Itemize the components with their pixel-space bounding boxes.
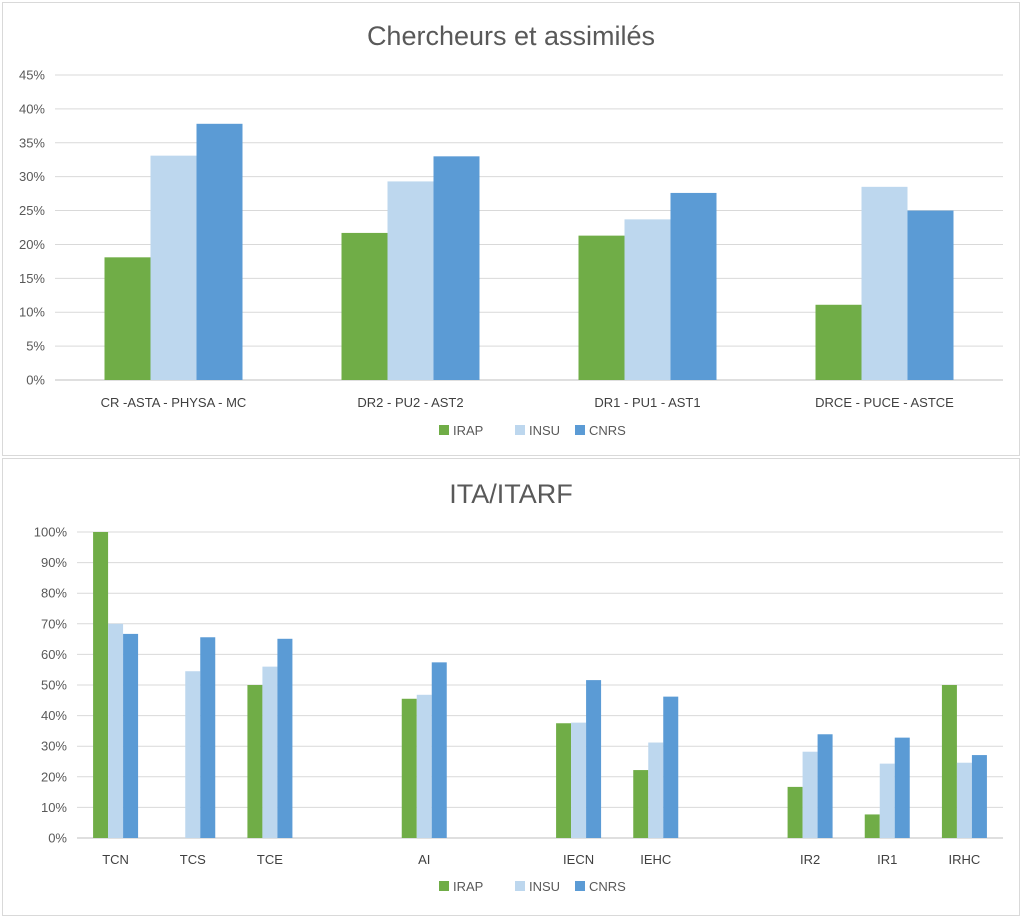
y-tick-label: 30% — [41, 739, 67, 754]
x-category-label: IR2 — [800, 852, 820, 867]
chart-chercheurs: Chercheurs et assimilés 0% 5% 10% 15% 20% 25% 3… — [19, 21, 1003, 438]
bar-cnrs — [196, 123, 243, 381]
bar-insu — [956, 762, 972, 838]
chart-panel-ita: ITA/ITARF 0% 10% 20% 30% 40% 50% 60% 70% 80% 90% 10… — [2, 458, 1020, 916]
legend-label-cnrs: CNRS — [589, 879, 626, 894]
bar-insu — [185, 671, 201, 838]
y-tick-label: 0% — [48, 831, 67, 846]
bar-cnrs — [670, 192, 717, 380]
bar-irap — [104, 257, 151, 380]
y-tick-label: 15% — [19, 271, 45, 286]
y-tick-label: 25% — [19, 203, 45, 218]
y-tick-label: 20% — [41, 769, 67, 784]
x-category-label: TCS — [180, 852, 206, 867]
y-tick-label: 60% — [41, 647, 67, 662]
bar-insu — [802, 751, 818, 838]
legend-swatch-insu — [515, 881, 525, 891]
x-category-label: DR1 - PU1 - AST1 — [594, 395, 700, 410]
legend-swatch-cnrs — [575, 425, 585, 435]
bar-irap — [864, 814, 880, 838]
x-category-label: IR1 — [877, 852, 897, 867]
x-category-label: AI — [418, 852, 430, 867]
bar-cnrs — [277, 638, 293, 838]
y-tick-label: 30% — [19, 169, 45, 184]
legend-label-insu: INSU — [529, 423, 560, 438]
bar-cnrs — [817, 734, 833, 838]
bar-cnrs — [431, 662, 447, 838]
bar-irap — [633, 770, 649, 838]
chart-title: Chercheurs et assimilés — [367, 21, 655, 51]
y-tick-label: 20% — [19, 237, 45, 252]
y-tick-label: 90% — [41, 555, 67, 570]
bar-insu — [262, 666, 278, 838]
bar-insu — [150, 155, 197, 380]
legend-label-irap: IRAP — [453, 423, 483, 438]
y-tick-label: 40% — [19, 101, 45, 116]
bar-irap — [341, 232, 388, 380]
bar-irap — [556, 723, 572, 838]
bar-cnrs — [433, 156, 480, 380]
legend-label-insu: INSU — [529, 879, 560, 894]
y-tick-label: 100% — [34, 525, 68, 540]
x-category-label: IEHC — [640, 852, 671, 867]
bar-cnrs — [663, 696, 679, 838]
chart-title: ITA/ITARF — [449, 479, 573, 509]
bar-irap — [787, 786, 803, 838]
y-tick-label: 10% — [19, 305, 45, 320]
chart-ita-itarf: ITA/ITARF 0% 10% 20% 30% 40% 50% 60% 70% 80% 90% 10… — [34, 479, 1003, 894]
legend-swatch-irap — [439, 881, 449, 891]
x-category-label: CR -ASTA - PHYSA - MC — [101, 395, 247, 410]
bar-cnrs — [907, 210, 954, 380]
y-tick-label: 5% — [26, 339, 45, 354]
legend-label-irap: IRAP — [453, 879, 483, 894]
bar-irap — [93, 532, 109, 838]
bar-irap — [941, 685, 957, 838]
y-tick-label: 45% — [19, 68, 45, 83]
x-category-label: DRCE - PUCE - ASTCE — [815, 395, 954, 410]
bar-cnrs — [200, 637, 216, 838]
bar-irap — [815, 304, 862, 380]
x-category-label: TCE — [257, 852, 283, 867]
bar-insu — [648, 742, 664, 838]
bar-insu — [571, 722, 587, 838]
bar-cnrs — [894, 737, 910, 838]
y-tick-label: 40% — [41, 708, 67, 723]
bar-irap — [578, 235, 625, 380]
bar-insu — [416, 694, 432, 838]
y-tick-label: 80% — [41, 586, 67, 601]
legend-label-cnrs: CNRS — [589, 423, 626, 438]
bar-cnrs — [971, 755, 987, 838]
y-tick-label: 50% — [41, 678, 67, 693]
legend-swatch-irap — [439, 425, 449, 435]
bar-insu — [861, 186, 908, 380]
bar-insu — [108, 623, 124, 838]
y-tick-label: 70% — [41, 616, 67, 631]
bar-insu — [624, 219, 671, 380]
legend-swatch-cnrs — [575, 881, 585, 891]
bar-cnrs — [586, 680, 602, 838]
y-tick-label: 10% — [41, 800, 67, 815]
bar-insu — [879, 763, 895, 838]
x-category-label: DR2 - PU2 - AST2 — [357, 395, 463, 410]
x-category-label: TCN — [102, 852, 129, 867]
x-category-label: IECN — [563, 852, 594, 867]
bar-cnrs — [123, 633, 139, 838]
x-category-label: IRHC — [949, 852, 981, 867]
y-tick-label: 35% — [19, 135, 45, 150]
legend-swatch-insu — [515, 425, 525, 435]
y-tick-label: 0% — [26, 373, 45, 388]
bar-insu — [387, 181, 434, 380]
bar-irap — [401, 698, 417, 838]
chart-panel-chercheurs: Chercheurs et assimilés 0% 5% 10% 15% 20% 25% 3… — [2, 2, 1020, 456]
bar-irap — [247, 685, 263, 838]
